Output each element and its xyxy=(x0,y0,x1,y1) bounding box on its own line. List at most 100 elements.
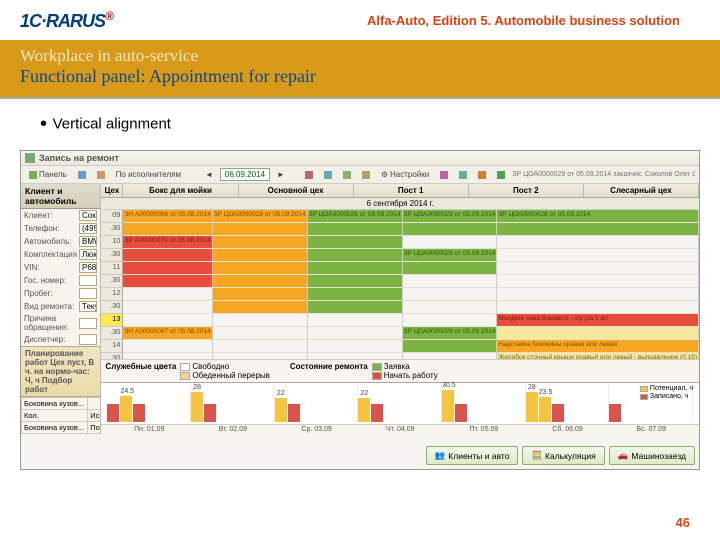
appointment-block[interactable] xyxy=(123,249,211,262)
appointment-block[interactable]: Надставка боковины правая или левая xyxy=(497,340,698,353)
toolbar-panel[interactable]: Панель xyxy=(25,168,71,181)
appointment-block[interactable] xyxy=(123,275,211,288)
field-input[interactable]: Люкс xyxy=(79,249,97,260)
appointment-block[interactable] xyxy=(213,262,307,275)
toolbar-ico9[interactable] xyxy=(474,169,490,181)
chart-bar xyxy=(288,404,300,422)
btn-calc[interactable]: 🧮 Калькуляция xyxy=(522,446,604,465)
plan-cell[interactable] xyxy=(88,398,102,410)
appointment-block[interactable]: ЗР ЦОА0000028 от 05.09.2014 xyxy=(213,210,307,223)
date-header: 6 сентября 2014 г. xyxy=(101,198,699,210)
schedule-column[interactable]: ЗН А00000066 от 05.08.2014 ЗР А00000070 о… xyxy=(123,210,212,359)
toolbar-ico4[interactable] xyxy=(320,169,336,181)
plan-cell[interactable]: Пост 2 xyxy=(88,422,102,434)
appointment-block[interactable]: ЗН А00000066 от 05.08.2014 xyxy=(123,210,211,223)
window-title: Запись на ремонт xyxy=(21,151,699,166)
appointment-block[interactable]: ЗР А00000070 от 05.08.2014 xyxy=(123,236,211,249)
toolbar-ico6[interactable] xyxy=(358,169,374,181)
day-label: Пт. 05.09 xyxy=(442,426,526,433)
toolbar-settings[interactable]: ⚙ Настройки xyxy=(377,168,433,181)
schedule-column[interactable]: ЗР ЦОА0000026 от 05.09.2014 xyxy=(308,210,403,359)
appointment-block[interactable]: ЗР ЦОА0000029 от 05.09.2014 xyxy=(403,327,497,340)
plan-cell[interactable]: Кол. xyxy=(22,410,88,422)
toolbar-ico10[interactable] xyxy=(493,169,509,181)
col-header[interactable]: Слесарный цех xyxy=(584,184,699,197)
appointment-block[interactable] xyxy=(123,223,211,236)
appointment-block[interactable] xyxy=(213,236,307,249)
chart-bar xyxy=(204,404,216,422)
plan-cell[interactable]: Боковина кузов... xyxy=(22,398,88,410)
appointment-block[interactable] xyxy=(403,223,497,236)
toolbar-byperformer[interactable]: По исполнителям xyxy=(112,168,185,181)
chart-day-labels: Пн. 01.09Вт. 02.09Ср. 03.09Чт. 04.09Пт. … xyxy=(101,424,699,434)
appointment-block[interactable]: Желобок сточный крыши правый или левый -… xyxy=(497,353,698,359)
planning-table[interactable]: Боковина кузов...Кол.ИсполнительКонач.Но… xyxy=(21,397,101,434)
toolbar: Панель По исполнителям ◄ 06.09.2014 ► ⚙ … xyxy=(21,166,699,184)
plan-cell[interactable]: Исполнитель xyxy=(88,410,102,422)
plan-cell[interactable]: Боковина кузов... xyxy=(22,422,88,434)
appointment-block[interactable]: ЗР ЦОА0000028 от 05.09.2014 xyxy=(497,210,698,223)
col-header[interactable]: Бокс для мойки xyxy=(123,184,238,197)
toolbar-tool1[interactable] xyxy=(74,169,90,181)
col-header[interactable]: Пост 2 xyxy=(469,184,584,197)
appointment-block[interactable] xyxy=(308,223,402,236)
btn-clients[interactable]: 👥 Клиенты и авто xyxy=(426,446,519,465)
toolbar-ico5[interactable] xyxy=(339,169,355,181)
appointment-block[interactable] xyxy=(497,327,698,340)
appointment-block[interactable]: ЗР ЦОА0000029 от 05.09.2014 xyxy=(403,210,497,223)
app-icon xyxy=(25,153,35,163)
appointment-block[interactable] xyxy=(308,275,402,288)
appointment-block[interactable] xyxy=(308,301,402,314)
appointment-block[interactable] xyxy=(497,223,698,236)
legend-right-title: Состояние ремонта xyxy=(290,362,368,380)
plan-cell[interactable] xyxy=(22,434,88,435)
time-column: 09.3010.3011.3012.3013.3014.3015.30 xyxy=(101,210,123,359)
schedule-grid[interactable]: 09.3010.3011.3012.3013.3014.3015.30 ЗН А… xyxy=(101,210,699,359)
schedule-column[interactable]: ЗР ЦОА0000029 от 05.09.2014 ЗР ЦОА0000029… xyxy=(403,210,498,359)
column-headers: ЦехБокс для мойкиОсновной цехПост 1Пост … xyxy=(101,184,699,198)
appointment-block[interactable]: ЗР ЦОА0000029 от 05.09.2014 xyxy=(403,249,497,262)
field-input[interactable]: (495) 4-56-78 xyxy=(79,223,97,234)
toolbar-tool2[interactable] xyxy=(93,169,109,181)
field-input[interactable]: Соколов Олег Степанович xyxy=(79,210,97,221)
field-input[interactable]: BMW 325i Coupe ... Гос. №: xyxy=(79,236,97,247)
btn-machine[interactable]: 🚗 Машинозаезд xyxy=(609,446,695,465)
appointment-block[interactable] xyxy=(308,288,402,301)
appointment-block[interactable] xyxy=(308,249,402,262)
appointment-block[interactable] xyxy=(213,249,307,262)
date-picker[interactable]: 06.09.2014 xyxy=(220,168,270,181)
appointment-block[interactable]: ЗР ЦОА0000026 от 05.09.2014 xyxy=(308,210,402,223)
appointment-block[interactable] xyxy=(403,340,497,353)
field-input[interactable] xyxy=(79,318,97,329)
appointment-block[interactable] xyxy=(308,262,402,275)
appointment-block[interactable]: Молдинг окна бокового - с/у (за 1 шт xyxy=(497,314,698,327)
plan-cell[interactable] xyxy=(88,434,102,435)
logo: 1C·RARUS® xyxy=(20,9,113,32)
bottom-buttons: 👥 Клиенты и авто 🧮 Калькуляция 🚗 Машиноз… xyxy=(426,446,695,465)
toolbar-nav-left[interactable]: ◄ xyxy=(201,168,217,181)
appointment-block[interactable] xyxy=(213,223,307,236)
field-input[interactable]: Текущий ремонт xyxy=(79,301,97,312)
col-header[interactable]: Пост 1 xyxy=(354,184,469,197)
field-input[interactable] xyxy=(79,334,97,345)
toolbar-ico3[interactable] xyxy=(301,169,317,181)
appointment-block[interactable]: ЗН А00000067 от 05.08.2014 xyxy=(123,327,211,340)
field-input[interactable] xyxy=(79,275,97,286)
chart-bar: 22 xyxy=(358,398,370,422)
schedule-column[interactable]: ЗР ЦОА0000028 от 05.09.2014 xyxy=(213,210,308,359)
field-input[interactable]: Р684684367 xyxy=(79,262,97,273)
appointment-block[interactable] xyxy=(213,301,307,314)
appointment-block[interactable] xyxy=(403,262,497,275)
appointment-block[interactable] xyxy=(213,288,307,301)
chart-bar xyxy=(371,404,383,422)
day-label: Чт. 04.09 xyxy=(358,426,442,433)
toolbar-ico8[interactable] xyxy=(455,169,471,181)
toolbar-ico7[interactable] xyxy=(436,169,452,181)
toolbar-nav-right[interactable]: ► xyxy=(273,168,289,181)
appointment-block[interactable] xyxy=(123,262,211,275)
appointment-block[interactable] xyxy=(308,236,402,249)
schedule-column[interactable]: ЗР ЦОА0000028 от 05.09.2014 Молдинг окна … xyxy=(497,210,699,359)
col-header[interactable]: Основной цех xyxy=(239,184,354,197)
appointment-block[interactable] xyxy=(213,275,307,288)
field-input[interactable] xyxy=(79,288,97,299)
